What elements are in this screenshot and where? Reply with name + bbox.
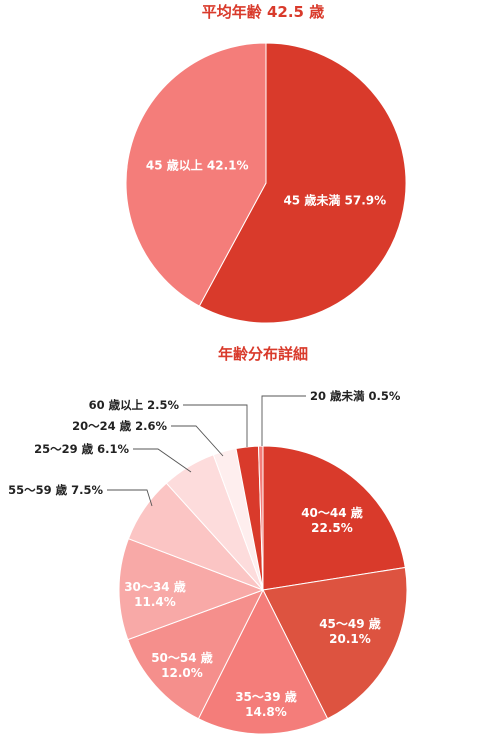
- pie-chart-age-distribution: 40〜44 歳 22.5% 45〜49 歳 20.1% 35〜39 歳 14.8% 50〜5…: [8, 389, 408, 735]
- chart-1-slice-1: [198, 42, 407, 324]
- chart-2-leader-line-10: [261, 395, 306, 446]
- chart-2-slice-label-4: 50〜54 歳 12.0%: [151, 650, 213, 680]
- chart-2-slice-label-3: 35〜39 歳 14.8%: [235, 689, 297, 719]
- chart-2-leader-line-9: [183, 404, 248, 447]
- chart-2-slice-3: [197, 588, 329, 735]
- chart-2-leader-line-6: [107, 489, 153, 507]
- pie-chart-average-age: 45 歳未満 57.9% 45 歳以上 42.1%: [125, 42, 407, 324]
- chart-1-title: 平均年齢 42.5 歳: [202, 3, 324, 21]
- chart-1-slice-2: [125, 42, 267, 307]
- chart-2-slice-label-10: 20 歳未満 0.5%: [310, 389, 401, 403]
- chart-2-slice-10: [257, 445, 264, 591]
- chart-2-slice-label-7: 25〜29 歳 6.1%: [34, 442, 129, 456]
- chart-1-slice-label-2: 45 歳以上 42.1%: [146, 158, 249, 173]
- chart-2-slice-label-8: 20〜24 歳 2.6%: [72, 419, 167, 433]
- chart-2-slice-1: [262, 445, 406, 591]
- chart-2-slice-label-2: 45〜49 歳 20.1%: [319, 616, 381, 646]
- chart-2-slice-2: [262, 566, 408, 720]
- chart-2-title: 年齢分布詳細: [218, 345, 308, 363]
- chart-2-leader-line-7: [133, 448, 192, 473]
- chart-2-slice-label-6: 55〜59 歳 7.5%: [8, 483, 103, 497]
- chart-2-slice-label-5: 30〜34 歳 11.4%: [124, 579, 186, 609]
- chart-2-slice-4: [127, 589, 265, 720]
- chart-1-slice-label-1: 45 歳未満 57.9%: [283, 192, 386, 207]
- chart-2-slice-label-9: 60 歳以上 2.5%: [89, 398, 180, 412]
- chart-2-slice-5: [118, 538, 265, 641]
- chart-2-leader-line-8: [171, 425, 224, 457]
- chart-2-slice-label-1: 40〜44 歳 22.5%: [301, 505, 363, 535]
